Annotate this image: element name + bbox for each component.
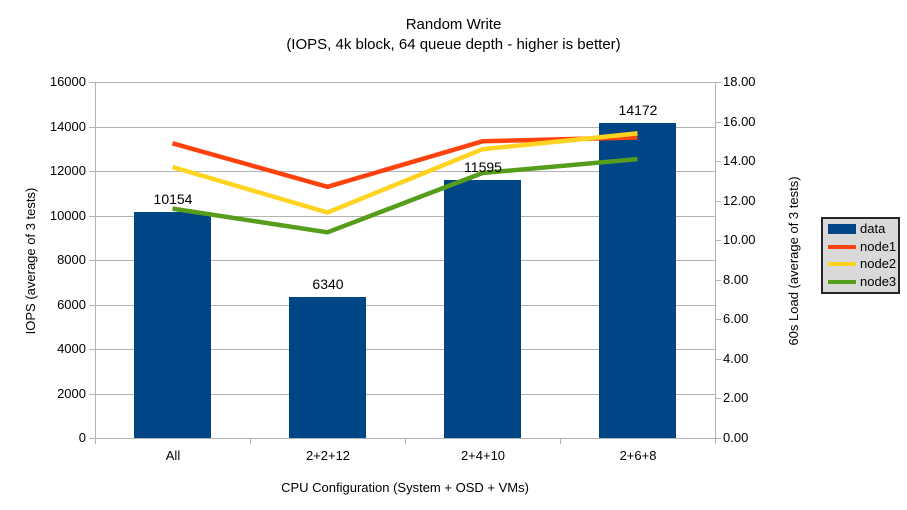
gridline (95, 349, 715, 350)
bar-value-label: 6340 (312, 276, 344, 292)
legend-item-node3: node3 (828, 273, 898, 289)
right-axis-tick (715, 161, 721, 162)
bar-value-label: 11595 (464, 159, 502, 175)
category-label: All (165, 448, 181, 463)
bar-value-label: 10154 (153, 191, 193, 207)
x-axis-tick (405, 438, 406, 444)
left-axis-tick (89, 438, 95, 439)
gridline (95, 82, 715, 83)
left-axis-tick (89, 394, 95, 395)
gridline (95, 216, 715, 217)
gridline (95, 171, 715, 172)
right-axis-tick (715, 280, 721, 281)
left-axis-tick (89, 305, 95, 306)
right-axis-tick-label: 16.00 (723, 114, 756, 129)
right-axis-tick (715, 359, 721, 360)
chart-title-block: Random Write (IOPS, 4k block, 64 queue d… (0, 15, 907, 55)
legend-item-node1: node1 (828, 238, 898, 254)
left-axis-tick (89, 260, 95, 261)
right-axis-tick-label: 14.00 (723, 153, 756, 168)
right-axis-line (715, 82, 716, 439)
chart-title: Random Write (405, 16, 502, 33)
right-axis-tick-label: 8.00 (723, 272, 749, 287)
left-axis-tick-label: 6000 (57, 297, 86, 312)
bar (444, 180, 521, 438)
right-axis-tick (715, 319, 721, 320)
line-series-overlay (171, 131, 638, 235)
right-axis-tick-label: 4.00 (723, 351, 749, 366)
right-axis-tick-label: 12.00 (723, 193, 756, 208)
node1-swatch-icon (828, 244, 856, 249)
right-axis-tick-label: 6.00 (723, 311, 749, 326)
right-axis-tick (715, 122, 721, 123)
left-axis-tick (89, 82, 95, 83)
x-axis-tick (560, 438, 561, 444)
legend-item-label: node3 (860, 273, 897, 289)
x-axis-tick (715, 438, 716, 444)
bar (134, 212, 211, 438)
right-axis-tick-label: 18.00 (723, 74, 756, 89)
legend-item-label: data (860, 221, 886, 237)
node3-swatch-icon (828, 279, 856, 284)
bar (599, 123, 676, 438)
x-axis-tick (250, 438, 251, 444)
bar (289, 297, 366, 438)
node2-line (171, 131, 638, 215)
category-label: 2+2+12 (305, 448, 351, 463)
right-axis-tick-label: 10.00 (723, 232, 756, 247)
left-axis-tick-label: 16000 (49, 74, 86, 89)
left-axis-tick-label: 12000 (49, 163, 86, 178)
left-axis-tick (89, 349, 95, 350)
category-label: 2+4+10 (460, 448, 506, 463)
x-axis-title: CPU Configuration (System + OSD + VMs) (281, 480, 529, 495)
x-axis-tick (95, 438, 96, 444)
left-axis-tick-label: 14000 (49, 119, 86, 134)
right-axis-tick-label: 0.00 (723, 430, 749, 445)
chart-subtitle: (IOPS, 4k block, 64 queue depth - higher… (286, 36, 621, 53)
legend-item-label: node1 (860, 238, 897, 254)
legend-item-data: data (828, 222, 898, 236)
legend-item-node2: node2 (828, 257, 898, 271)
right-axis-tick (715, 398, 721, 399)
right-axis-tick (715, 438, 721, 439)
left-axis-tick (89, 127, 95, 128)
left-axis-tick-label: 2000 (57, 386, 86, 401)
bar-value-label: 14172 (618, 102, 658, 118)
right-axis-tick-label: 2.00 (723, 390, 749, 405)
gridline (95, 394, 715, 395)
legend: data node1 node2 node3 (821, 217, 900, 294)
data-swatch-icon (828, 224, 856, 235)
category-label: 2+6+8 (619, 448, 657, 463)
left-axis-tick-label: 8000 (57, 252, 86, 267)
node2-swatch-icon (828, 262, 856, 267)
gridline (95, 305, 715, 306)
gridline (95, 127, 715, 128)
left-axis-line (95, 82, 96, 439)
gridline (95, 260, 715, 261)
node3-line (172, 156, 638, 235)
right-axis-tick (715, 240, 721, 241)
left-axis-tick (89, 171, 95, 172)
left-axis-tick (89, 216, 95, 217)
left-axis-tick-label: 0 (78, 430, 86, 445)
left-axis-tick-label: 4000 (57, 341, 86, 356)
right-axis-tick (715, 82, 721, 83)
left-axis-tick-label: 10000 (49, 208, 86, 223)
right-axis-tick (715, 201, 721, 202)
legend-item-label: node2 (860, 256, 897, 272)
